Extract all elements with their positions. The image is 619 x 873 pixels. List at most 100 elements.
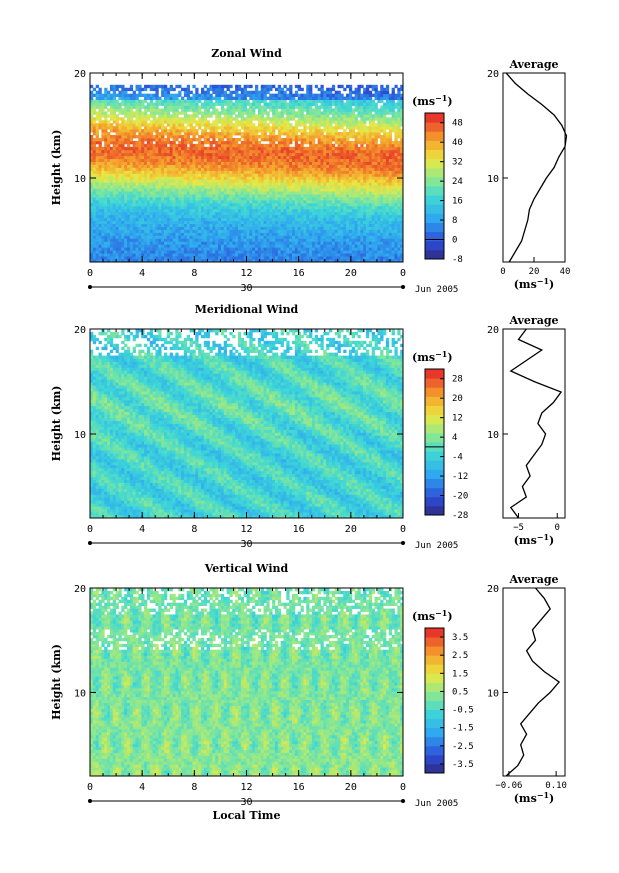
heatmap-cell	[203, 132, 208, 136]
heatmap-cell	[280, 220, 284, 225]
heatmap-cell	[314, 253, 319, 257]
heatmap-cell	[166, 211, 171, 216]
heatmap-cell	[92, 241, 97, 245]
heatmap-cell	[212, 126, 216, 130]
heatmap-cell	[121, 194, 125, 198]
heatmap-cell	[132, 158, 136, 162]
heatmap-cell	[323, 247, 327, 251]
heatmap-cell	[90, 191, 94, 195]
heatmap-cell	[104, 123, 108, 127]
heatmap-cell	[354, 217, 358, 222]
heatmap-cell	[326, 143, 330, 148]
heatmap-cell	[121, 170, 125, 174]
heatmap-cell	[200, 135, 205, 139]
heatmap-cell	[368, 155, 373, 160]
heatmap-cell	[277, 143, 282, 148]
heatmap-cell	[400, 146, 404, 151]
heatmap-cell	[320, 191, 324, 195]
heatmap-cell	[334, 188, 338, 192]
heatmap-cell	[115, 205, 119, 210]
heatmap-cell	[229, 182, 233, 186]
heatmap-cell	[283, 176, 287, 180]
heatmap-cell	[297, 176, 301, 180]
heatmap-cell	[371, 226, 375, 230]
heatmap-cell	[255, 155, 259, 160]
heatmap-cell	[317, 167, 321, 171]
heatmap-cell	[229, 256, 233, 260]
heatmap-cell	[311, 182, 316, 186]
heatmap-cell	[320, 164, 324, 168]
heatmap-cell	[306, 238, 310, 242]
heatmap-cell	[309, 179, 313, 183]
heatmap-cell	[121, 220, 125, 225]
heatmap-cell	[306, 217, 310, 222]
heatmap-cell	[260, 229, 264, 233]
heatmap-cell	[95, 173, 99, 177]
heatmap-cell	[277, 179, 282, 183]
heatmap-cell	[121, 146, 125, 151]
heatmap-cell	[388, 256, 393, 260]
heatmap-cell	[257, 179, 262, 183]
heatmap-cell	[209, 220, 213, 225]
heatmap-cell	[269, 146, 273, 151]
heatmap-cell	[394, 256, 398, 260]
heatmap-cell	[377, 197, 381, 201]
heatmap-cell	[249, 188, 253, 192]
heatmap-cell	[377, 194, 381, 198]
heatmap-cell	[283, 194, 287, 198]
heatmap-cell	[337, 244, 341, 248]
heatmap-cell	[115, 140, 119, 145]
heatmap-cell	[314, 173, 319, 177]
heatmap-cell	[260, 188, 264, 192]
heatmap-cell	[377, 170, 381, 174]
heatmap-cell	[400, 259, 404, 263]
heatmap-cell	[348, 179, 353, 183]
heatmap-cell	[109, 202, 114, 207]
heatmap-cell	[209, 194, 213, 198]
heatmap-cell	[377, 202, 381, 207]
heatmap-cell	[235, 217, 239, 222]
heatmap-cell	[309, 256, 313, 260]
heatmap-cell	[163, 208, 168, 213]
heatmap-cell	[178, 182, 182, 186]
heatmap-cell	[161, 132, 165, 136]
heatmap-cell	[357, 146, 361, 151]
heatmap-cell	[391, 244, 395, 248]
heatmap-cell	[274, 208, 279, 213]
heatmap-cell	[346, 229, 350, 233]
heatmap-cell	[388, 135, 393, 139]
heatmap-cell	[229, 164, 233, 168]
heatmap-cell	[252, 155, 256, 160]
heatmap-cell	[126, 176, 131, 180]
heatmap-cell	[303, 211, 307, 216]
heatmap-cell	[314, 244, 319, 248]
heatmap-cell	[152, 253, 156, 257]
heatmap-cell	[346, 256, 350, 260]
heatmap-cell	[109, 194, 114, 198]
heatmap-cell	[129, 197, 134, 201]
heatmap-cell	[107, 155, 111, 160]
heatmap-cell	[297, 149, 301, 154]
heatmap-cell	[400, 208, 404, 213]
heatmap-cell	[232, 241, 236, 245]
heatmap-cell	[92, 229, 97, 233]
heatmap-cell	[149, 158, 153, 162]
heatmap-cell	[331, 241, 336, 245]
heatmap-cell	[203, 235, 208, 239]
heatmap-cell	[124, 199, 128, 204]
heatmap-cell	[240, 197, 245, 201]
heatmap-cell	[314, 238, 319, 242]
heatmap-cell	[223, 229, 227, 233]
heatmap-cell	[385, 185, 390, 189]
heatmap-cell	[360, 217, 364, 222]
heatmap-cell	[348, 202, 353, 207]
heatmap-cell	[226, 256, 230, 260]
heatmap-cell	[283, 182, 287, 186]
heatmap-cell	[363, 250, 367, 254]
heatmap-cell	[340, 152, 344, 157]
heatmap-cell	[377, 199, 381, 204]
heatmap-cell	[161, 167, 165, 171]
heatmap-cell	[346, 140, 350, 145]
heatmap-cell	[343, 158, 347, 162]
heatmap-cell	[126, 223, 131, 227]
